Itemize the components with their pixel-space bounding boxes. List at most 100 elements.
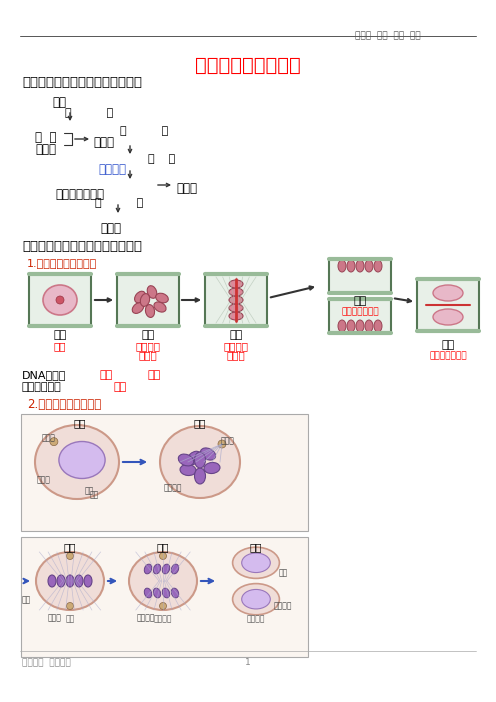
Text: （          ）: （ ） xyxy=(120,126,168,136)
Ellipse shape xyxy=(57,575,65,587)
Circle shape xyxy=(50,437,58,446)
Text: 小中高  精品  教案  试卷: 小中高 精品 教案 试卷 xyxy=(355,31,421,40)
Text: 中心粒: 中心粒 xyxy=(42,434,56,443)
Ellipse shape xyxy=(178,454,194,466)
Circle shape xyxy=(160,602,167,609)
Circle shape xyxy=(66,552,73,559)
Ellipse shape xyxy=(129,552,197,610)
Ellipse shape xyxy=(229,312,243,320)
Text: 间期: 间期 xyxy=(74,418,86,428)
Text: 核膜重现: 核膜重现 xyxy=(247,614,265,623)
Ellipse shape xyxy=(145,305,155,317)
Ellipse shape xyxy=(75,575,83,587)
FancyBboxPatch shape xyxy=(21,537,308,657)
Text: 有丝分裂和减数分裂: 有丝分裂和减数分裂 xyxy=(195,56,301,75)
Ellipse shape xyxy=(147,286,157,298)
Text: 1.植物细胞的有丝分裂: 1.植物细胞的有丝分裂 xyxy=(27,258,97,268)
Text: 死细胞: 死细胞 xyxy=(100,222,121,235)
Text: 间期: 间期 xyxy=(22,595,31,604)
Text: DNA加倍？: DNA加倍？ xyxy=(22,370,66,380)
Text: 后期: 后期 xyxy=(353,296,367,306)
Circle shape xyxy=(66,602,73,609)
Ellipse shape xyxy=(132,303,144,313)
Ellipse shape xyxy=(229,296,243,304)
Text: 两体现: 两体现 xyxy=(138,350,157,360)
Ellipse shape xyxy=(187,451,201,465)
FancyBboxPatch shape xyxy=(417,279,479,331)
Ellipse shape xyxy=(134,291,145,303)
Text: 间期: 间期 xyxy=(54,330,66,340)
Ellipse shape xyxy=(144,564,152,574)
Ellipse shape xyxy=(347,260,355,272)
Ellipse shape xyxy=(374,320,382,332)
Ellipse shape xyxy=(204,463,220,474)
Text: 末期: 末期 xyxy=(441,340,455,350)
FancyBboxPatch shape xyxy=(205,274,267,326)
Text: 中期: 中期 xyxy=(229,330,243,340)
Text: 2.动物细胞的有丝分裂: 2.动物细胞的有丝分裂 xyxy=(27,398,101,411)
Text: 点接中央: 点接中央 xyxy=(224,341,248,351)
Text: 纺锤丝: 纺锤丝 xyxy=(221,437,235,446)
Ellipse shape xyxy=(160,426,240,498)
Ellipse shape xyxy=(242,553,270,573)
Text: （          ）: （ ） xyxy=(65,108,113,118)
Ellipse shape xyxy=(229,304,243,312)
Ellipse shape xyxy=(347,320,355,332)
Ellipse shape xyxy=(229,280,243,288)
Text: 亲代: 亲代 xyxy=(52,96,66,109)
Ellipse shape xyxy=(365,320,373,332)
Text: 膜仁消失: 膜仁消失 xyxy=(135,341,161,351)
Ellipse shape xyxy=(356,260,364,272)
Ellipse shape xyxy=(156,293,168,303)
Text: 后期: 后期 xyxy=(148,370,161,380)
Circle shape xyxy=(218,440,226,448)
Ellipse shape xyxy=(153,564,161,574)
Text: 后期: 后期 xyxy=(157,542,169,552)
Ellipse shape xyxy=(171,588,179,598)
Circle shape xyxy=(56,296,64,304)
Text: 卵细胞: 卵细胞 xyxy=(35,143,56,156)
Text: 各种组织、器官: 各种组织、器官 xyxy=(55,188,104,201)
Text: 精  子: 精 子 xyxy=(35,131,57,144)
Ellipse shape xyxy=(162,588,170,598)
Ellipse shape xyxy=(200,448,216,460)
Text: 复制: 复制 xyxy=(54,341,66,351)
Ellipse shape xyxy=(66,575,74,587)
Text: 染色质: 染色质 xyxy=(37,475,50,484)
Text: 中期: 中期 xyxy=(64,542,76,552)
Ellipse shape xyxy=(140,293,150,306)
Ellipse shape xyxy=(84,575,92,587)
Text: 前期: 前期 xyxy=(141,330,155,340)
Text: 姐妹分离两核现: 姐妹分离两核现 xyxy=(341,307,379,316)
Ellipse shape xyxy=(153,588,161,598)
Ellipse shape xyxy=(194,452,205,468)
Text: 癌细胞: 癌细胞 xyxy=(176,182,197,195)
Text: 间期: 间期 xyxy=(100,370,113,380)
Ellipse shape xyxy=(233,547,279,578)
Ellipse shape xyxy=(365,260,373,272)
Text: 间期: 间期 xyxy=(65,614,74,623)
Ellipse shape xyxy=(144,588,152,598)
Text: 染色体加倍？: 染色体加倍？ xyxy=(22,382,62,392)
Text: 子中心粒: 子中心粒 xyxy=(154,614,172,623)
FancyBboxPatch shape xyxy=(21,414,308,531)
Ellipse shape xyxy=(162,564,170,574)
Text: 核仁: 核仁 xyxy=(279,568,288,577)
Ellipse shape xyxy=(229,288,243,296)
Ellipse shape xyxy=(48,575,56,587)
Ellipse shape xyxy=(154,302,166,312)
Text: 制作不易  推荐下载: 制作不易 推荐下载 xyxy=(22,658,71,667)
Text: 赤道板: 赤道板 xyxy=(48,613,62,622)
Ellipse shape xyxy=(374,260,382,272)
Text: 受精卵: 受精卵 xyxy=(93,136,114,149)
Ellipse shape xyxy=(59,442,105,479)
Text: 一、多细胞生物发芲中的细胞变化: 一、多细胞生物发芲中的细胞变化 xyxy=(22,76,142,89)
Text: 核仁: 核仁 xyxy=(85,486,94,495)
Ellipse shape xyxy=(233,583,279,615)
Text: （    ）: （ ） xyxy=(148,154,175,164)
Ellipse shape xyxy=(242,590,270,609)
Text: 二、动、植物细胞有丝分裂的比较: 二、动、植物细胞有丝分裂的比较 xyxy=(22,240,142,253)
Text: 膜仁重现细胞变: 膜仁重现细胞变 xyxy=(429,351,467,360)
Ellipse shape xyxy=(338,260,346,272)
Text: 细胞分化: 细胞分化 xyxy=(98,163,126,176)
